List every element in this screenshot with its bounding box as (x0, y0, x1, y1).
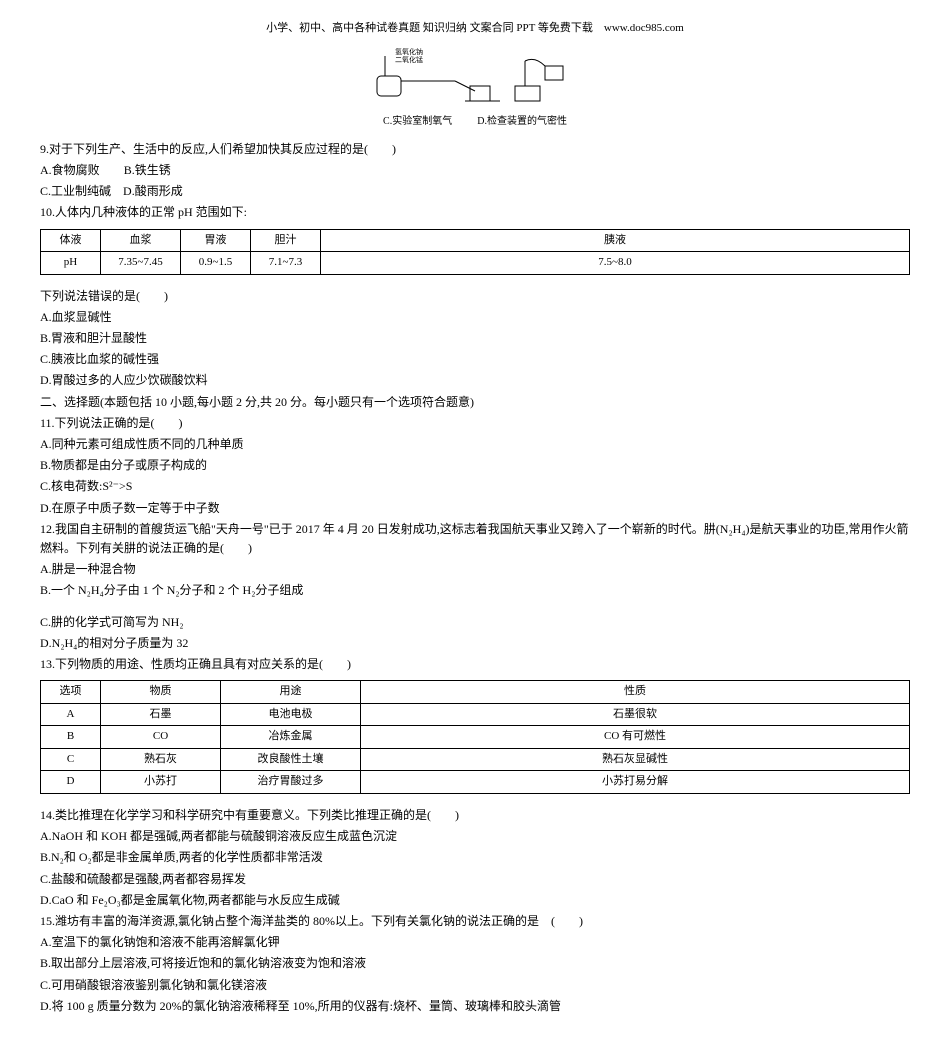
table-row: 体液 血浆 胃液 胆汁 胰液 (41, 229, 910, 252)
table-row: A石墨电池电极石墨很软 (41, 703, 910, 726)
q15-opt-b: B.取出部分上层溶液,可将接近饱和的氯化钠溶液变为饱和溶液 (40, 954, 910, 973)
q12-opt-c: C.肼的化学式可简写为 NH₂ (40, 613, 910, 632)
q10-opt-c: C.胰液比血浆的碱性强 (40, 350, 910, 369)
q9-stem: 9.对于下列生产、生活中的反应,人们希望加快其反应过程的是( ) (40, 140, 910, 159)
table-row: D小苏打治疗胃酸过多小苏打易分解 (41, 771, 910, 794)
q13-stem: 13.下列物质的用途、性质均正确且具有对应关系的是( ) (40, 655, 910, 674)
q10-lead: 下列说法错误的是( ) (40, 287, 910, 306)
diagram-label-d: D.检查装置的气密性 (477, 116, 567, 127)
q11-opt-a: A.同种元素可组成性质不同的几种单质 (40, 435, 910, 454)
q13-table: 选项 物质 用途 性质 A石墨电池电极石墨很软 BCO冶炼金属CO 有可燃性 C… (40, 680, 910, 794)
q11-opt-d: D.在原子中质子数一定等于中子数 (40, 499, 910, 518)
q12-opt-b: B.一个 N₂H₄分子由 1 个 N₂分子和 2 个 H₂分子组成 (40, 581, 910, 600)
q14-opt-a: A.NaOH 和 KOH 都是强碱,两者都能与硫酸铜溶液反应生成蓝色沉淀 (40, 827, 910, 846)
diagram-label-c: C.实验室制氧气 (383, 116, 452, 127)
q10-opt-a: A.血浆显碱性 (40, 308, 910, 327)
q14-opt-d: D.CaO 和 Fe₂O₃都是金属氧化物,两者都能与水反应生成碱 (40, 891, 910, 910)
q15-opt-a: A.室温下的氯化钠饱和溶液不能再溶解氯化钾 (40, 933, 910, 952)
q15-opt-d: D.将 100 g 质量分数为 20%的氯化钠溶液稀释至 10%,所用的仪器有:… (40, 997, 910, 1016)
q14-opt-c: C.盐酸和硫酸都是强酸,两者都容易挥发 (40, 870, 910, 889)
q10-opt-b: B.胃液和胆汁显酸性 (40, 329, 910, 348)
apparatus-diagram: 氢氧化钠 二氧化锰 C.实验室制氧气 D.检查装置的气密性 (40, 46, 910, 130)
diagram-top-label: 氢氧化钠 (395, 47, 423, 56)
q11-opt-c: C.核电荷数:S²⁻>S (40, 477, 910, 496)
q10-stem: 10.人体内几种液体的正常 pH 范围如下: (40, 203, 910, 222)
q11-stem: 11.下列说法正确的是( ) (40, 414, 910, 433)
section2-heading: 二、选择题(本题包括 10 小题,每小题 2 分,共 20 分。每小题只有一个选… (40, 393, 910, 412)
q12-opt-d: D.N₂H₄的相对分子质量为 32 (40, 634, 910, 653)
table-row: pH 7.35~7.45 0.9~1.5 7.1~7.3 7.5~8.0 (41, 252, 910, 275)
table-row: 选项 物质 用途 性质 (41, 681, 910, 704)
q12-stem: 12.我国自主研制的首艘货运飞船"天舟一号"已于 2017 年 4 月 20 日… (40, 520, 910, 558)
q9-options-line1: A.食物腐败 B.铁生锈 (40, 161, 910, 180)
q10-opt-d: D.胃酸过多的人应少饮碳酸饮料 (40, 371, 910, 390)
q10-table: 体液 血浆 胃液 胆汁 胰液 pH 7.35~7.45 0.9~1.5 7.1~… (40, 229, 910, 275)
table-row: C熟石灰改良酸性土壤熟石灰显碱性 (41, 748, 910, 771)
q15-stem: 15.潍坊有丰富的海洋资源,氯化钠占整个海洋盐类的 80%以上。下列有关氯化钠的… (40, 912, 910, 931)
q15-opt-c: C.可用硝酸银溶液鉴别氯化钠和氯化镁溶液 (40, 976, 910, 995)
q9-options-line2: C.工业制纯碱 D.酸雨形成 (40, 182, 910, 201)
q14-opt-b: B.N₂和 O₂都是非金属单质,两者的化学性质都非常活泼 (40, 848, 910, 867)
q11-opt-b: B.物质都是由分子或原子构成的 (40, 456, 910, 475)
svg-text:二氧化锰: 二氧化锰 (395, 55, 423, 64)
page-header: 小学、初中、高中各种试卷真题 知识归纳 文案合同 PPT 等免费下载 www.d… (40, 20, 910, 38)
table-row: BCO冶炼金属CO 有可燃性 (41, 726, 910, 749)
q12-opt-a: A.肼是一种混合物 (40, 560, 910, 579)
q14-stem: 14.类比推理在化学学习和科学研究中有重要意义。下列类比推理正确的是( ) (40, 806, 910, 825)
